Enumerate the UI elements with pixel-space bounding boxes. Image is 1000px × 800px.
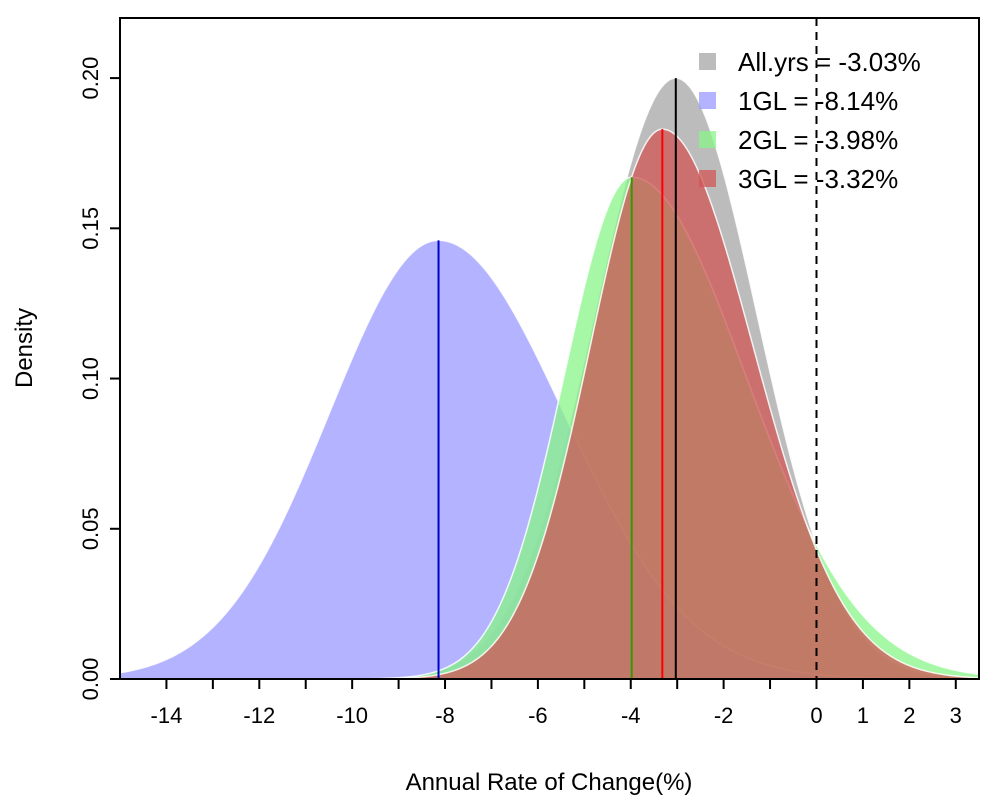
x-tick-label: -8 [435, 703, 455, 728]
density-outline-2gl [120, 176, 979, 679]
x-tick-label: -6 [528, 703, 548, 728]
density-outline-3gl [120, 128, 979, 679]
x-tick-label: -12 [243, 703, 275, 728]
plot-frame [119, 17, 980, 680]
legend-label: All.yrs = -3.03% [738, 47, 921, 77]
density-area-3gl [120, 129, 979, 679]
legend-label: 3GL = -3.32% [738, 164, 898, 194]
legend-swatch [699, 53, 716, 70]
legend-swatch [699, 92, 716, 109]
y-tick-label: 0.05 [78, 507, 103, 550]
x-tick-label: -4 [621, 703, 641, 728]
x-tick-label: 2 [903, 703, 915, 728]
mean-lines [437, 78, 677, 679]
density-curves [120, 77, 979, 679]
legend: All.yrs = -3.03% 1GL = -8.14% 2GL = -3.98%… [699, 47, 921, 194]
y-axis-title: Density [11, 308, 38, 388]
legend-swatch [699, 131, 716, 148]
x-tick-label: -10 [336, 703, 368, 728]
y-tick-label: 0.00 [78, 658, 103, 701]
x-tick-label: 1 [857, 703, 869, 728]
y-tick-label: 0.20 [78, 57, 103, 100]
x-tick-label: 0 [810, 703, 822, 728]
x-axis: -14 -12 -10 -8 -6 -4 -2 0 1 2 3 [151, 679, 962, 728]
legend-label: 2GL = -3.98% [738, 125, 898, 155]
legend-swatch [699, 170, 716, 187]
y-tick-label: 0.15 [78, 207, 103, 250]
y-axis: 0.00 0.05 0.10 0.15 0.20 [78, 57, 120, 701]
x-tick-label: -14 [151, 703, 183, 728]
x-axis-title: Annual Rate of Change(%) [406, 769, 693, 796]
x-tick-label: 3 [950, 703, 962, 728]
legend-label: 1GL = -8.14% [738, 86, 898, 116]
y-tick-label: 0.10 [78, 357, 103, 400]
x-tick-label: -2 [714, 703, 734, 728]
